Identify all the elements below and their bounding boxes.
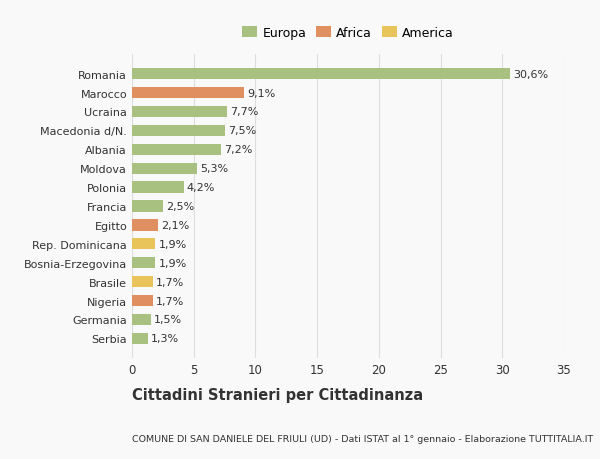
Bar	[132, 276, 153, 288]
Bar	[132, 239, 155, 250]
Text: 7,2%: 7,2%	[224, 145, 253, 155]
Bar	[132, 69, 509, 80]
Text: 1,9%: 1,9%	[158, 239, 187, 249]
Bar	[132, 257, 155, 269]
Text: 30,6%: 30,6%	[513, 69, 548, 79]
Text: 2,5%: 2,5%	[166, 202, 194, 212]
Bar	[132, 182, 184, 193]
Text: 1,7%: 1,7%	[156, 277, 184, 287]
Text: 4,2%: 4,2%	[187, 183, 215, 193]
Bar	[132, 220, 158, 231]
Bar	[132, 144, 221, 156]
Bar	[132, 314, 151, 325]
Bar	[132, 88, 244, 99]
Bar	[132, 125, 224, 137]
Text: 7,5%: 7,5%	[227, 126, 256, 136]
Text: 1,3%: 1,3%	[151, 334, 179, 344]
Text: 1,9%: 1,9%	[158, 258, 187, 268]
Bar	[132, 333, 148, 344]
Bar	[132, 201, 163, 212]
Bar	[132, 106, 227, 118]
Text: 2,1%: 2,1%	[161, 220, 189, 230]
Text: COMUNE DI SAN DANIELE DEL FRIULI (UD) - Dati ISTAT al 1° gennaio - Elaborazione : COMUNE DI SAN DANIELE DEL FRIULI (UD) - …	[132, 434, 593, 442]
Text: 1,5%: 1,5%	[154, 315, 182, 325]
Text: 9,1%: 9,1%	[247, 89, 275, 98]
Text: 1,7%: 1,7%	[156, 296, 184, 306]
Bar	[132, 163, 197, 174]
Text: 7,7%: 7,7%	[230, 107, 259, 117]
Text: 5,3%: 5,3%	[200, 164, 229, 174]
Bar	[132, 295, 153, 307]
Text: Cittadini Stranieri per Cittadinanza: Cittadini Stranieri per Cittadinanza	[132, 387, 423, 403]
Legend: Europa, Africa, America: Europa, Africa, America	[237, 22, 459, 45]
